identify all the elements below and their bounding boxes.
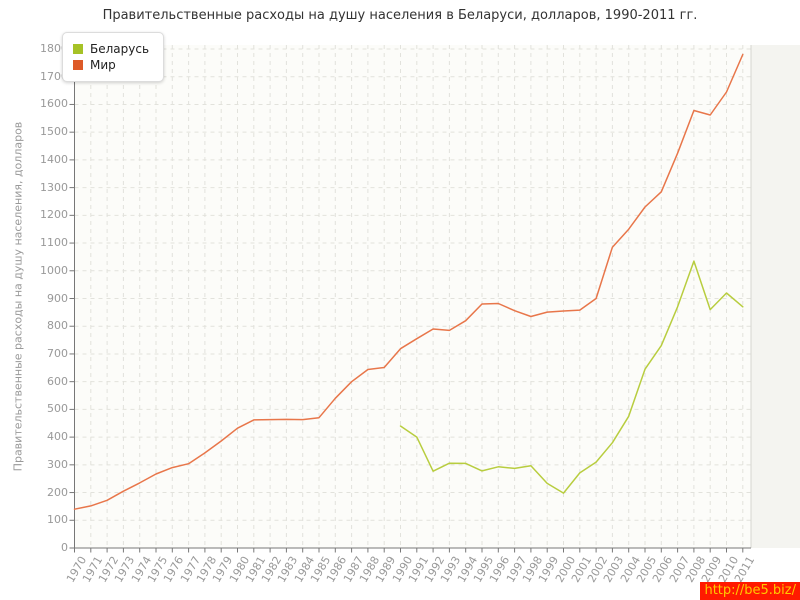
y-tick-label: 700 (47, 346, 68, 360)
y-tick-label: 1400 (40, 152, 68, 166)
y-tick-label: 300 (47, 457, 68, 471)
series-line-world (73, 53, 744, 510)
y-tick-label: 500 (47, 402, 68, 416)
y-tick-label: 600 (47, 374, 68, 388)
y-tick-label: 100 (47, 513, 68, 527)
legend-label-belarus: Беларусь (90, 42, 150, 56)
series-line-belarus (399, 260, 744, 494)
y-tick-label: 1700 (40, 69, 68, 83)
y-tick-label: 200 (47, 485, 68, 499)
y-tick-label: 0 (61, 541, 68, 554)
y-tick-label: 1000 (40, 263, 68, 277)
legend-label-world: Мир (90, 58, 116, 72)
legend-item-belarus[interactable]: Беларусь (73, 42, 149, 56)
plot-area (74, 45, 751, 548)
y-tick-label: 900 (47, 291, 68, 305)
y-tick-label: 1600 (40, 97, 68, 111)
legend: Беларусь Мир (62, 32, 165, 82)
y-tick-label: 1800 (40, 42, 68, 55)
y-tick-label: 400 (47, 430, 68, 444)
watermark-link[interactable]: http://be5.biz/ (700, 582, 800, 600)
y-tick-label: 1500 (40, 125, 68, 139)
legend-marker-belarus (73, 44, 83, 54)
legend-item-world[interactable]: Мир (73, 58, 149, 72)
chart-title: Правительственные расходы на душу населе… (102, 8, 698, 23)
legend-marker-world (73, 60, 83, 70)
y-tick-label: 1100 (40, 236, 68, 250)
y-axis-title: Правительственные расходы на душу населе… (11, 121, 25, 472)
y-tick-label: 800 (47, 319, 68, 333)
y-tick-label: 1300 (40, 180, 68, 194)
plot-outside-strip (751, 45, 800, 548)
y-tick-label: 1200 (40, 208, 68, 222)
